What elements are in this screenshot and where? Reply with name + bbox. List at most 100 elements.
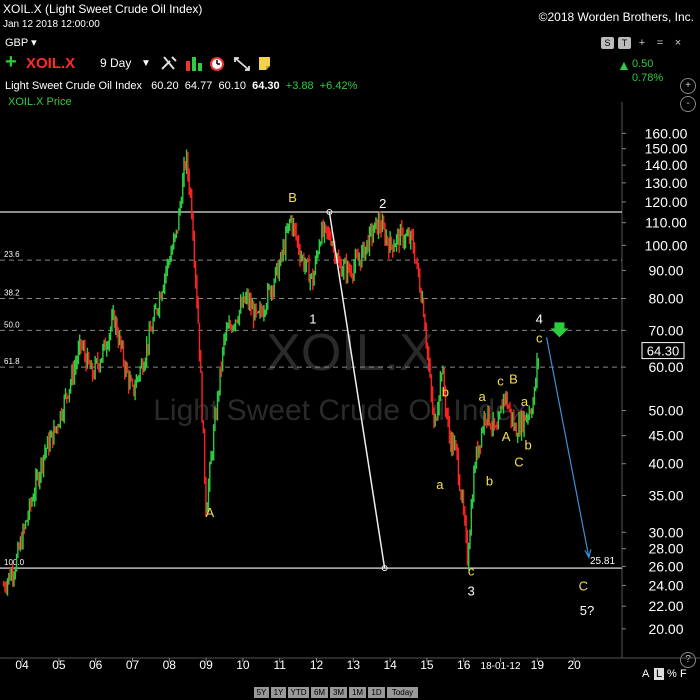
wave-label: a	[436, 477, 444, 492]
down-arrow-icon	[550, 322, 569, 338]
range-1d-button[interactable]: 1D	[368, 687, 385, 698]
y-tick-label: 100.00	[645, 237, 688, 253]
wave-label: a	[479, 389, 487, 404]
arrow-up-icon: ▲	[617, 57, 631, 73]
x-tick-label: 10	[236, 658, 250, 672]
range-ytd-button[interactable]: YTD	[288, 687, 309, 698]
t-button[interactable]: T	[618, 37, 631, 49]
help-button[interactable]: ?	[680, 652, 696, 668]
x-tick-label: 11	[273, 658, 286, 672]
y-tick-label: 120.00	[645, 194, 688, 210]
last-price-label: 64.30	[647, 344, 680, 359]
wave-label: A	[205, 505, 214, 520]
x-tick-label: 14	[383, 658, 397, 672]
chart-date: Jan 12 2018 12:00:00	[3, 19, 100, 30]
plus-icon[interactable]: +	[5, 51, 17, 73]
bar-chart-icon[interactable]	[185, 55, 203, 71]
window-title: XOIL.X (Light Sweet Crude Oil Index)	[3, 2, 203, 16]
range-5y-button[interactable]: 5Y	[254, 687, 269, 698]
range-1m-button[interactable]: 1M	[349, 687, 366, 698]
wave-label: 4	[536, 312, 543, 327]
watermark-symbol: XOIL.X	[266, 324, 434, 382]
x-tick-label: 19	[531, 658, 545, 672]
y-tick-label: 150.00	[645, 141, 688, 157]
scale-auto-button[interactable]: A	[642, 668, 650, 680]
zoom-in-button[interactable]: +	[680, 78, 696, 94]
scale-icon[interactable]	[233, 55, 251, 71]
y-tick-label: 80.00	[648, 291, 683, 307]
add-button[interactable]: +	[638, 37, 646, 49]
x-tick-label: 15	[420, 658, 434, 672]
quote-name: Light Sweet Crude Oil Index	[5, 80, 142, 92]
x-tick-label: 13	[347, 658, 361, 672]
level-label: 38.2	[4, 289, 20, 298]
scale-log-button[interactable]: L	[654, 668, 665, 680]
range-6m-button[interactable]: 6M	[311, 687, 328, 698]
x-tick-label: 08	[163, 658, 177, 672]
s-button[interactable]: S	[601, 37, 614, 49]
y-tick-label: 30.00	[648, 524, 683, 540]
scale-percent-button[interactable]: %	[667, 668, 677, 680]
wave-label: c	[468, 564, 475, 579]
wave-label: a	[521, 394, 529, 409]
maximize-button[interactable]: =	[656, 37, 664, 49]
alarm-clock-icon[interactable]	[208, 55, 226, 71]
symbol-input[interactable]: XOIL.X	[26, 55, 76, 72]
quote-change-pct: +6.42%	[319, 80, 358, 92]
y-tick-label: 40.00	[648, 456, 683, 472]
range-3m-button[interactable]: 3M	[330, 687, 347, 698]
projection-line	[545, 337, 590, 558]
range-today-button[interactable]: Today	[387, 687, 418, 698]
range-1y-button[interactable]: 1Y	[271, 687, 286, 698]
wave-label: B	[509, 372, 518, 387]
x-tick-label: 06	[89, 658, 103, 672]
y-tick-label: 26.00	[648, 558, 683, 574]
y-tick-label: 130.00	[645, 175, 688, 191]
x-tick-label: 05	[52, 658, 66, 672]
last-price-box	[641, 342, 685, 360]
wave-label: B	[288, 190, 297, 205]
wave-label: A	[502, 429, 511, 444]
wave-label: C	[514, 455, 523, 470]
wave-label: 3	[467, 584, 474, 599]
y-tick-label: 140.00	[645, 157, 688, 173]
trend-line-anchor	[381, 565, 388, 572]
y-tick-label: 50.00	[648, 403, 683, 419]
trend-line	[328, 211, 386, 569]
wave-label: 2	[379, 196, 386, 211]
quote-close: 64.30	[252, 80, 280, 92]
y-tick-label: 45.00	[648, 428, 683, 444]
tools-icon[interactable]	[160, 55, 178, 71]
wave-label: c	[536, 331, 543, 346]
x-tick-label: 18-01-12	[481, 661, 521, 672]
quote-line: Light Sweet Crude Oil Index 60.20 64.77 …	[5, 80, 357, 92]
close-button[interactable]: ×	[674, 37, 682, 49]
quote-low: 60.10	[218, 80, 246, 92]
y-tick-label: 22.00	[648, 598, 683, 614]
note-icon[interactable]	[256, 55, 274, 71]
wave-label: c	[497, 374, 504, 389]
level-label: 23.6	[4, 250, 20, 259]
scale-fit-button[interactable]: F	[680, 668, 687, 680]
projection-arrowhead	[584, 549, 592, 559]
y-tick-label: 35.00	[648, 488, 683, 504]
y-tick-label: 90.00	[648, 262, 683, 278]
wave-label: b	[442, 385, 449, 400]
wave-label: 1	[309, 312, 316, 327]
legend-entry[interactable]: XOIL.X Price	[8, 96, 72, 108]
x-tick-label: 09	[199, 658, 213, 672]
currency-select[interactable]: GBP ▾	[5, 37, 37, 49]
wave-label: 5?	[580, 603, 594, 618]
wave-label: b	[486, 474, 493, 489]
zoom-out-button[interactable]: -	[680, 96, 696, 112]
y-tick-label: 60.00	[648, 359, 683, 375]
watermark-name: Light Sweet Crude Oil Index	[153, 394, 527, 427]
period-select[interactable]: 9 Day	[100, 56, 132, 70]
y-tick-label: 24.00	[648, 577, 683, 593]
quote-high: 64.77	[184, 80, 213, 92]
chevron-down-icon[interactable]: ▼	[141, 58, 151, 69]
y-tick-label: 70.00	[648, 322, 683, 338]
change-percent: 0.78%	[632, 72, 664, 84]
x-tick-label: 12	[310, 658, 324, 672]
